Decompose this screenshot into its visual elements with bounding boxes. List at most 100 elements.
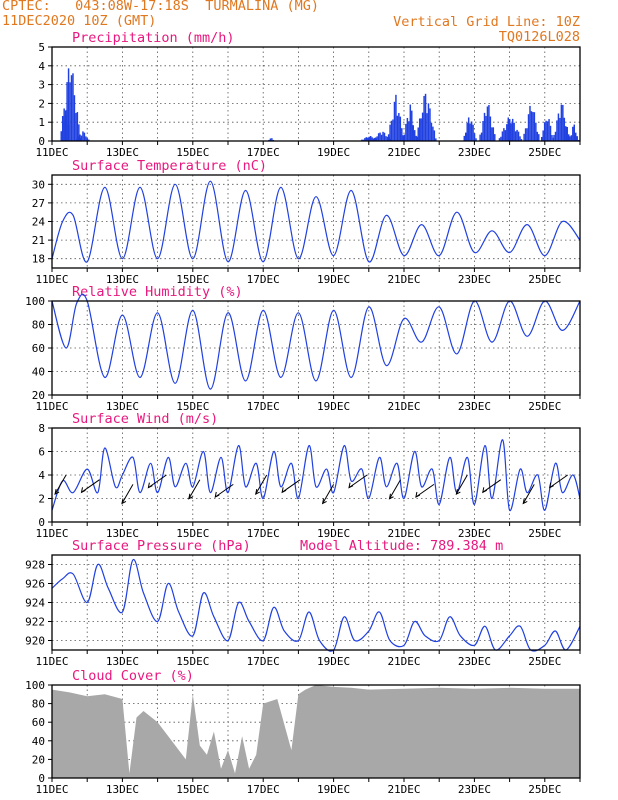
precip-bar: [362, 139, 365, 141]
precip-bar: [76, 139, 78, 141]
precip-bar: [560, 104, 563, 141]
x-tick-label: 21DEC: [387, 400, 420, 413]
precip-bar: [86, 138, 89, 141]
panel-subtitle-pres: Model Altitude: 789.384 m: [300, 538, 503, 554]
x-tick-label: 13DEC: [106, 783, 139, 796]
precip-bar: [503, 128, 505, 141]
precip-bar: [559, 117, 561, 141]
precip-bar: [540, 136, 543, 141]
precip-bar: [573, 124, 576, 141]
x-tick-label: 23DEC: [458, 146, 491, 159]
precip-bar: [516, 129, 518, 141]
precip-bar: [551, 135, 553, 141]
precip-bar: [372, 139, 374, 141]
pres-series-line: [51, 559, 581, 652]
y-tick-label: 18: [32, 253, 45, 266]
panel-title-rh: Relative Humidity (%): [72, 284, 243, 300]
precip-bar: [398, 113, 400, 141]
precip-bar: [387, 134, 390, 141]
wind-arrowhead: [147, 482, 153, 489]
y-tick-label: 6: [38, 446, 45, 459]
precip-bar: [566, 126, 568, 141]
wind-arrow: [121, 484, 134, 504]
wind-arrowhead: [188, 493, 194, 500]
precip-bar: [533, 112, 536, 141]
wind-arrow: [188, 479, 201, 500]
wind-arrow: [81, 479, 100, 493]
y-tick-label: 2: [38, 97, 45, 110]
y-tick-label: 928: [25, 559, 45, 572]
x-tick-label: 21DEC: [387, 527, 420, 540]
precip-bar: [402, 135, 404, 141]
x-tick-label: 17DEC: [247, 655, 280, 668]
precip-bar: [364, 138, 366, 141]
x-tick-label: 15DEC: [176, 783, 209, 796]
precip-bar: [489, 116, 492, 141]
precip-bar: [78, 124, 80, 141]
precip-bar: [570, 135, 573, 141]
y-tick-label: 924: [25, 597, 45, 610]
y-tick-label: 926: [25, 578, 45, 591]
x-tick-label: 23DEC: [458, 783, 491, 796]
y-tick-label: 3: [38, 79, 45, 92]
precip-bar: [435, 138, 437, 141]
wind-arrowhead: [348, 482, 354, 489]
precip-bar: [361, 139, 363, 141]
x-tick-label: 21DEC: [387, 273, 420, 286]
x-tick-label: 25DEC: [528, 146, 561, 159]
precip-bar: [411, 110, 413, 141]
y-tick-label: 100: [25, 679, 45, 692]
precip-bar: [557, 113, 560, 141]
precip-bar: [420, 118, 422, 141]
precip-bar: [545, 120, 547, 141]
precip-bar: [392, 119, 394, 141]
precip-bar: [526, 128, 528, 141]
precip-bar: [488, 105, 490, 141]
precip-bar: [413, 130, 416, 141]
panel-title-cloud: Cloud Cover (%): [72, 668, 194, 684]
wind-arrowhead: [281, 487, 287, 494]
precip-bar: [365, 137, 368, 141]
y-tick-label: 0: [38, 135, 45, 148]
x-tick-label: 25DEC: [528, 527, 561, 540]
precip-bar: [64, 115, 67, 141]
x-tick-label: 17DEC: [247, 527, 280, 540]
precip-bar: [69, 82, 71, 141]
panel-title-pres: Surface Pressure (hPa): [72, 538, 251, 554]
wind-arrowhead: [482, 487, 488, 494]
precip-bar: [565, 126, 567, 141]
x-tick-label: 11DEC: [35, 146, 68, 159]
cloud-cover-area: [52, 685, 580, 778]
wind-arrowhead: [522, 498, 528, 505]
header-grid-note: Vertical Grid Line: 10Z: [393, 14, 580, 30]
precip-bar: [412, 125, 414, 141]
y-tick-label: 4: [38, 60, 45, 73]
precip-bar: [567, 134, 570, 141]
header-date: 11DEC2020 10Z (GMT): [2, 13, 156, 29]
x-tick-label: 23DEC: [458, 400, 491, 413]
precip-bar: [406, 117, 409, 141]
precip-bar: [519, 136, 521, 141]
panel-title-precip: Precipitation (mm/h): [72, 30, 235, 46]
x-tick-label: 21DEC: [387, 146, 420, 159]
precip-bar: [517, 131, 520, 141]
precip-bar: [511, 118, 514, 141]
wind-arrow: [482, 479, 502, 493]
panel-pres: Surface Pressure (hPa) Model Altitude: 78…: [25, 538, 581, 668]
x-tick-label: 13DEC: [106, 146, 139, 159]
wind-arrow: [281, 479, 301, 493]
wind-arrow: [348, 474, 368, 489]
precip-bar: [479, 134, 481, 141]
precip-bar: [524, 128, 527, 141]
precip-bar: [513, 122, 515, 141]
wind-arrow: [549, 474, 568, 489]
x-tick-label: 19DEC: [317, 783, 350, 796]
x-tick-label: 19DEC: [317, 400, 350, 413]
x-tick-label: 15DEC: [176, 146, 209, 159]
header: CPTEC: 043:08W-17:18S TURMALINA (MG) 11D…: [2, 0, 580, 45]
precip-bar: [492, 127, 495, 141]
x-tick-label: 17DEC: [247, 783, 280, 796]
precip-bar: [510, 123, 512, 141]
precip-bar: [61, 116, 64, 141]
x-tick-label: 13DEC: [106, 527, 139, 540]
